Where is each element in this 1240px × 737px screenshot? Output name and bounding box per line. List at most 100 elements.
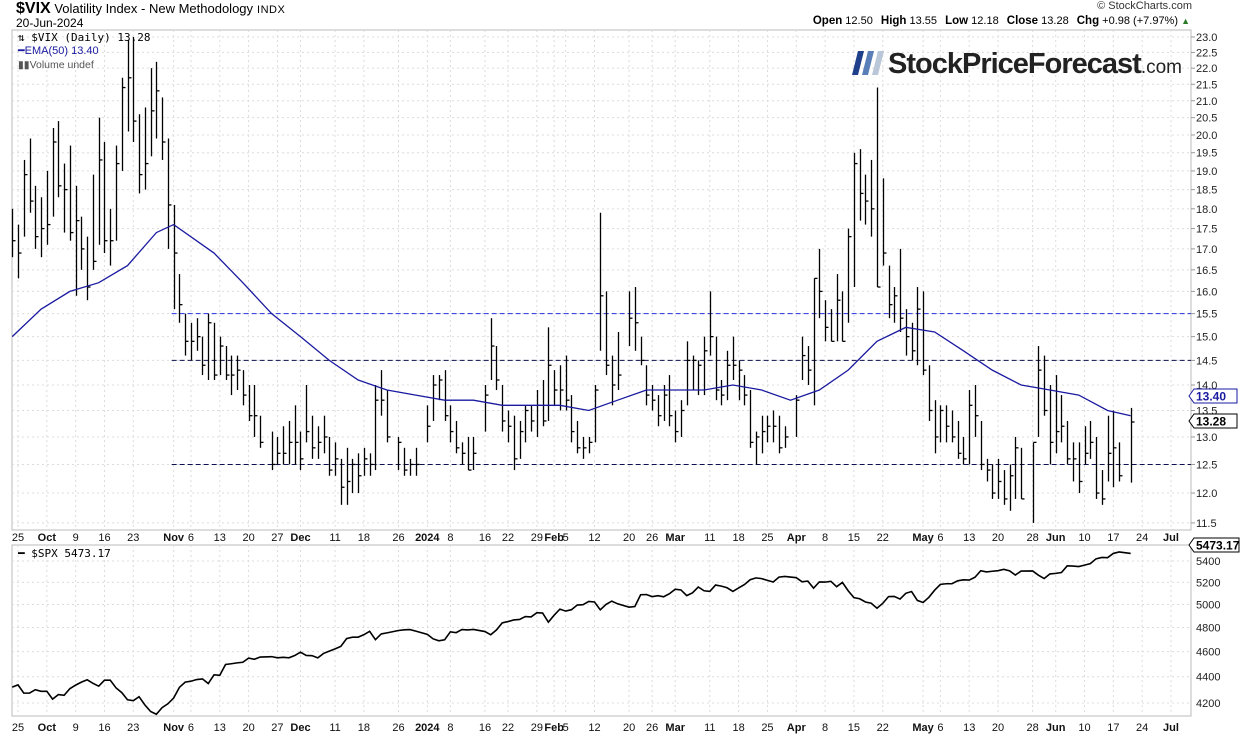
ohlc-bar [542,380,547,427]
ohlc-bar [127,40,132,132]
ohlc-bar [951,410,956,443]
ohlc-bar [836,274,841,342]
ohlc-bar [196,318,201,351]
x-tick-label: 26 [646,722,658,734]
ohlc-bar [830,309,835,342]
x-tick-label: 5 [563,722,569,734]
x-tick-label: 17 [1107,532,1119,544]
vix-bars [11,37,1135,523]
ohlc-bar [905,309,910,356]
ohlc-bar [824,300,829,342]
ohlc-bar [242,370,247,406]
ohlc-bar [761,415,766,454]
ohlc-bar [668,375,673,427]
spx-value-tag: 5473.17 [1188,537,1240,553]
vix-y-tick-label: 23.0 [1196,32,1217,44]
ohlc-bar [576,420,581,454]
x-tick-label: 6 [937,722,943,734]
ohlc-bar [57,121,62,198]
ema-value-tag: 13.40 [1188,388,1238,404]
ohlc-bar [536,390,541,437]
x-tick-label: 26 [392,532,404,544]
ohlc-bar [582,436,587,459]
spx-y-tick-label: 5200 [1196,577,1220,589]
ohlc-bar [853,152,858,288]
x-tick-label: 22 [502,722,514,734]
vix-y-tick-label: 19.5 [1196,148,1217,160]
ohlc-bar [957,420,962,459]
triangle-up-icon: ▲ [1181,16,1190,26]
legend-ema: ━EMA(50) 13.40 [18,45,99,58]
ohlc-bar [1078,442,1083,494]
close-label: Close [1006,15,1039,27]
ohlc-bar [640,336,645,366]
x-tick-label: Mar [665,722,685,734]
ohlc-bar [680,400,685,437]
x-tick-label: 13 [963,722,975,734]
x-tick-label: Oct [38,722,57,734]
x-tick-label: 18 [358,532,370,544]
ohlc-bar [784,426,789,448]
legend-volume: ▮▮Volume undef [18,59,94,72]
ohlc-bar [328,436,333,476]
vix-y-tick-label: 15.0 [1196,332,1217,344]
high-value: 13.55 [909,15,938,27]
ohlc-bar [75,185,80,296]
vix-y-tick-label: 18.5 [1196,185,1217,197]
ohlc-bar [726,350,731,401]
ohlc-bar [743,375,748,406]
ohlc-bar [173,204,178,310]
ohlc-bar [46,170,51,245]
x-tick-label: 26 [646,532,658,544]
ohlc-bar [1084,426,1089,465]
x-tick-label: Jul [1163,722,1179,734]
ohlc-bar [103,142,108,254]
ohlc-bar [611,355,616,406]
ohlc-bar [1043,355,1048,416]
ohlc-bar [219,336,224,376]
ohlc-bar [513,415,518,471]
ohlc-bar [472,436,477,471]
x-tick-label: 20 [623,722,635,734]
ohlc-bar [276,436,281,465]
ohlc-bar [657,395,662,427]
x-tick-label: Jul [1163,532,1179,544]
x-tick-label: Nov [163,722,185,734]
x-tick-label: 20 [992,722,1004,734]
ohlc-bar [357,453,362,494]
ohlc-bar [248,385,253,421]
x-tick-label: 23 [127,532,139,544]
x-tick-label: 20 [242,532,254,544]
ohlc-bar [294,405,299,465]
ohlc-bar [155,61,160,139]
ohlc-bar [271,431,276,471]
x-tick-label: 27 [271,532,283,544]
x-tick-label: 25 [761,532,773,544]
x-tick-label: 22 [877,532,889,544]
x-tick-label: May [912,722,934,734]
x-tick-label: 16 [98,722,110,734]
x-tick-label: Apr [787,532,807,544]
x-tick-label: 11 [329,722,340,734]
close-value: 13.28 [1041,15,1069,27]
x-tick-label: 24 [1136,532,1148,544]
ohlc-bar [588,436,593,454]
x-tick-label: 20 [623,532,635,544]
vix-y-tick-label: 19.0 [1196,166,1217,178]
x-tick-label: 5 [563,532,569,544]
ohlc-bar [1130,407,1135,483]
x-tick-label: Oct [38,532,57,544]
ohlc-bar [801,336,806,381]
ohlc-bar [23,159,28,237]
x-tick-label: 17 [1107,722,1119,734]
x-tick-label: 8 [822,722,828,734]
ohlc-bar [305,385,310,443]
ohlc-bar [962,436,967,465]
ohlc-bar [651,385,656,411]
ohlc-bar [605,291,610,376]
ohlc-bar [455,420,460,454]
x-tick-label: May [912,532,934,544]
ohlc-bars-icon: ⇅ [18,31,25,44]
x-tick-label: 12 [588,532,600,544]
